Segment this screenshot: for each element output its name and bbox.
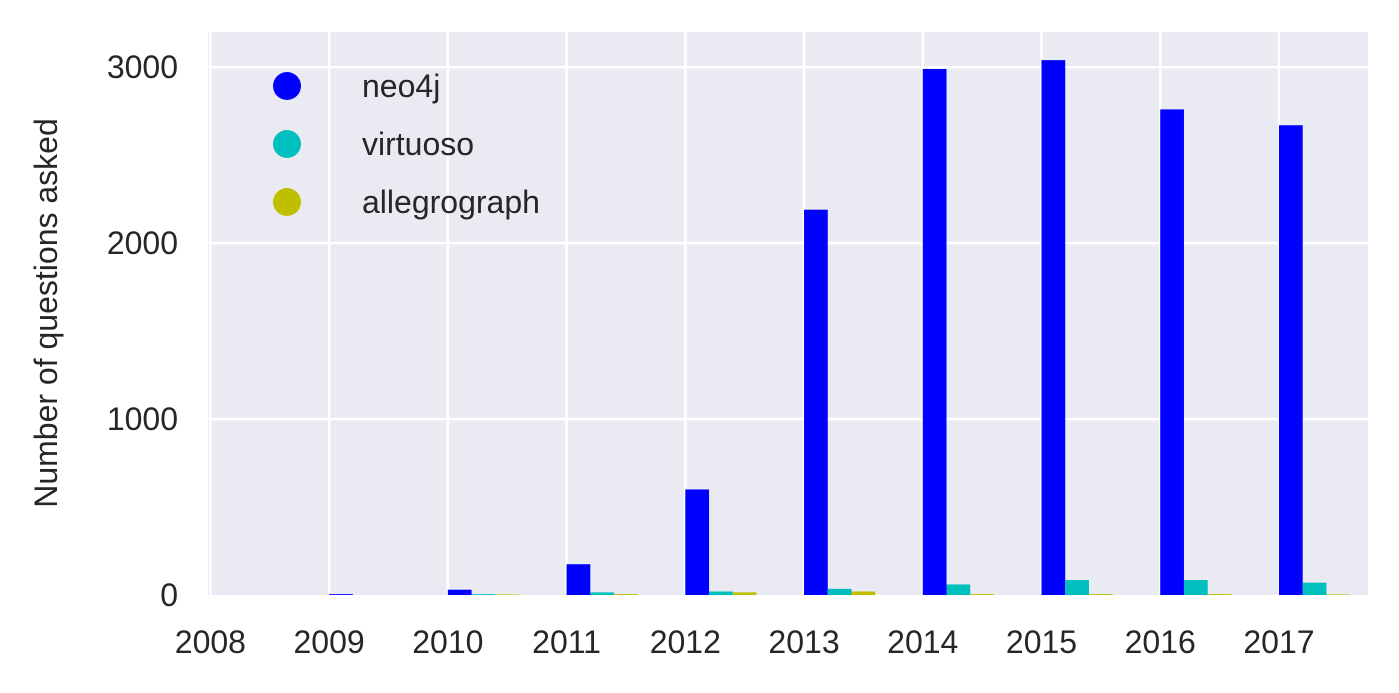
x-tick-label: 2015 [1006, 624, 1077, 660]
legend-marker-allegrograph [273, 188, 301, 216]
y-axis-label: Number of questions asked [28, 118, 64, 508]
y-tick-label: 0 [160, 577, 178, 613]
plot-area [208, 32, 1368, 595]
bar-virtuoso-2013 [827, 588, 852, 595]
bar-neo4j-2012 [685, 489, 710, 595]
bar-neo4j-2009 [329, 594, 353, 595]
bar-virtuoso-2014 [946, 584, 971, 595]
legend-label-neo4j: neo4j [362, 68, 440, 104]
bar-allegrograph-2014 [970, 594, 994, 595]
y-tick-label: 1000 [107, 401, 178, 437]
bar-virtuoso-2015 [1065, 580, 1089, 595]
bar-virtuoso-2010 [471, 594, 496, 595]
x-tick-label: 2010 [412, 624, 483, 660]
x-tick-label: 2014 [887, 624, 958, 660]
bar-allegrograph-2015 [1088, 594, 1113, 595]
bar-neo4j-2016 [1160, 109, 1184, 595]
legend-marker-virtuoso [273, 130, 301, 158]
bar-virtuoso-2016 [1183, 580, 1208, 595]
bar-allegrograph-2013 [851, 591, 876, 595]
bar-neo4j-2011 [566, 564, 591, 595]
bar-allegrograph-2012 [732, 592, 757, 595]
y-tick-labels: 0 1000 2000 3000 [107, 49, 178, 613]
x-tick-label: 2013 [768, 624, 839, 660]
legend-marker-neo4j [273, 72, 301, 100]
bar-neo4j-2017 [1278, 125, 1303, 595]
bar-allegrograph-2017 [1326, 594, 1351, 595]
x-tick-label: 2008 [175, 624, 246, 660]
bar-neo4j-2013 [804, 209, 828, 595]
bar-virtuoso-2011 [590, 592, 615, 595]
bar-neo4j-2014 [922, 68, 947, 595]
x-tick-label: 2011 [532, 624, 601, 660]
bar-neo4j-2015 [1041, 60, 1066, 595]
bars [329, 60, 1351, 595]
legend-label-virtuoso: virtuoso [362, 126, 474, 162]
bar-allegrograph-2011 [614, 594, 638, 595]
bar-allegrograph-2016 [1207, 594, 1232, 595]
x-tick-labels: 2008 2009 2010 2011 2012 2013 2014 2015 2016 2017 [175, 624, 1315, 660]
x-tick-label: 2016 [1125, 624, 1196, 660]
bar-virtuoso-2017 [1302, 582, 1327, 595]
x-tick-label: 2012 [650, 624, 721, 660]
bar-allegrograph-2010 [495, 594, 520, 595]
x-tick-label: 2017 [1243, 624, 1314, 660]
bar-virtuoso-2012 [709, 591, 733, 595]
bar-neo4j-2010 [447, 589, 472, 595]
y-tick-label: 2000 [107, 225, 178, 261]
y-tick-label: 3000 [107, 49, 178, 85]
legend-label-allegrograph: allegrograph [362, 184, 540, 220]
legend: neo4j virtuoso allegrograph [273, 68, 540, 220]
x-tick-label: 2009 [294, 624, 365, 660]
